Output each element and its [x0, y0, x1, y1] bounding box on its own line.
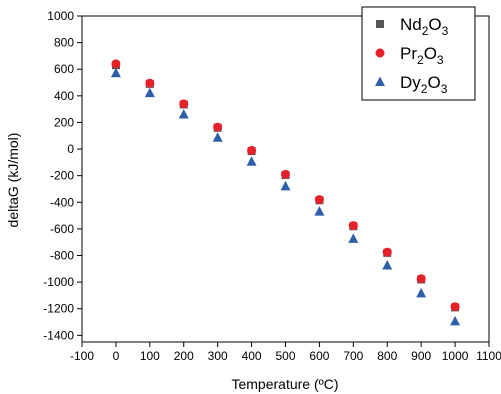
data-point-pr2o3: [247, 145, 257, 155]
x-tick-label: 300: [208, 349, 228, 363]
y-tick-label: 0: [67, 142, 74, 156]
data-point-dy2o3: [450, 315, 461, 326]
data-point-dy2o3: [144, 87, 155, 98]
data-point-dy2o3: [280, 180, 291, 191]
x-tick-label: 1000: [442, 349, 469, 363]
data-point-pr2o3: [416, 274, 426, 284]
data-point-dy2o3: [314, 206, 325, 216]
legend-label-nd2o3: Nd2O3: [400, 15, 449, 38]
legend-marker-dy2o3: [375, 76, 385, 86]
x-tick-label: 500: [275, 349, 295, 363]
y-tick-label: 600: [54, 62, 74, 76]
data-point-pr2o3: [450, 302, 460, 312]
data-point-dy2o3: [212, 132, 223, 142]
x-tick-label: 0: [113, 349, 120, 363]
data-point-pr2o3: [179, 99, 189, 109]
data-point-dy2o3: [246, 156, 257, 166]
x-tick-label: 800: [377, 349, 397, 363]
x-tick-label: 900: [411, 349, 431, 363]
data-points: [110, 59, 461, 326]
y-tick-label: -1400: [43, 328, 74, 342]
legend: Nd2O3 Pr2O3 Dy2O3: [361, 6, 476, 101]
data-point-pr2o3: [111, 59, 121, 69]
data-point-pr2o3: [281, 169, 290, 179]
legend-label-pr2o3: Pr2O3: [400, 44, 444, 67]
x-tick-label: 1100: [476, 349, 501, 363]
y-tick-label: -1200: [43, 302, 74, 316]
x-tick-label: -100: [70, 349, 94, 363]
legend-label-dy2o3: Dy2O3: [400, 73, 448, 96]
data-point-pr2o3: [314, 195, 324, 205]
data-point-dy2o3: [382, 259, 393, 270]
data-point-pr2o3: [348, 221, 358, 231]
x-tick-label: 600: [309, 349, 329, 363]
y-tick-label: -600: [50, 222, 74, 236]
y-tick-label: -400: [50, 195, 74, 209]
y-tick-label: 800: [54, 36, 74, 50]
data-point-dy2o3: [178, 108, 189, 119]
y-tick-label: 1000: [47, 9, 74, 23]
x-axis-title: Temperature (ºC): [231, 376, 338, 392]
data-point-pr2o3: [213, 122, 223, 132]
legend-marker-pr2o3: [375, 48, 385, 58]
y-axis-ticks: 1000 800 600 400 200 0 -200 -400 -600 -800 -1000 -1…: [43, 9, 82, 342]
y-tick-label: -200: [50, 169, 74, 183]
y-tick-label: -1000: [43, 275, 74, 289]
data-point-dy2o3: [416, 287, 427, 298]
y-tick-label: 200: [54, 115, 74, 129]
y-tick-label: 400: [54, 89, 74, 103]
y-tick-label: -800: [50, 249, 74, 263]
data-point-dy2o3: [348, 233, 359, 243]
y-axis-title: deltaG (kJ/mol): [5, 133, 21, 228]
x-axis-ticks: -100 0 100 200 300 400 500 600 700 800 900 1000 1100: [70, 342, 501, 363]
data-point-pr2o3: [145, 78, 155, 88]
x-tick-label: 700: [343, 349, 363, 363]
legend-marker-nd2o3: [376, 20, 384, 28]
x-tick-label: 200: [174, 349, 194, 363]
data-point-pr2o3: [382, 247, 392, 257]
x-tick-label: 100: [140, 349, 160, 363]
x-tick-label: 400: [242, 349, 262, 363]
data-point-dy2o3: [110, 67, 121, 78]
